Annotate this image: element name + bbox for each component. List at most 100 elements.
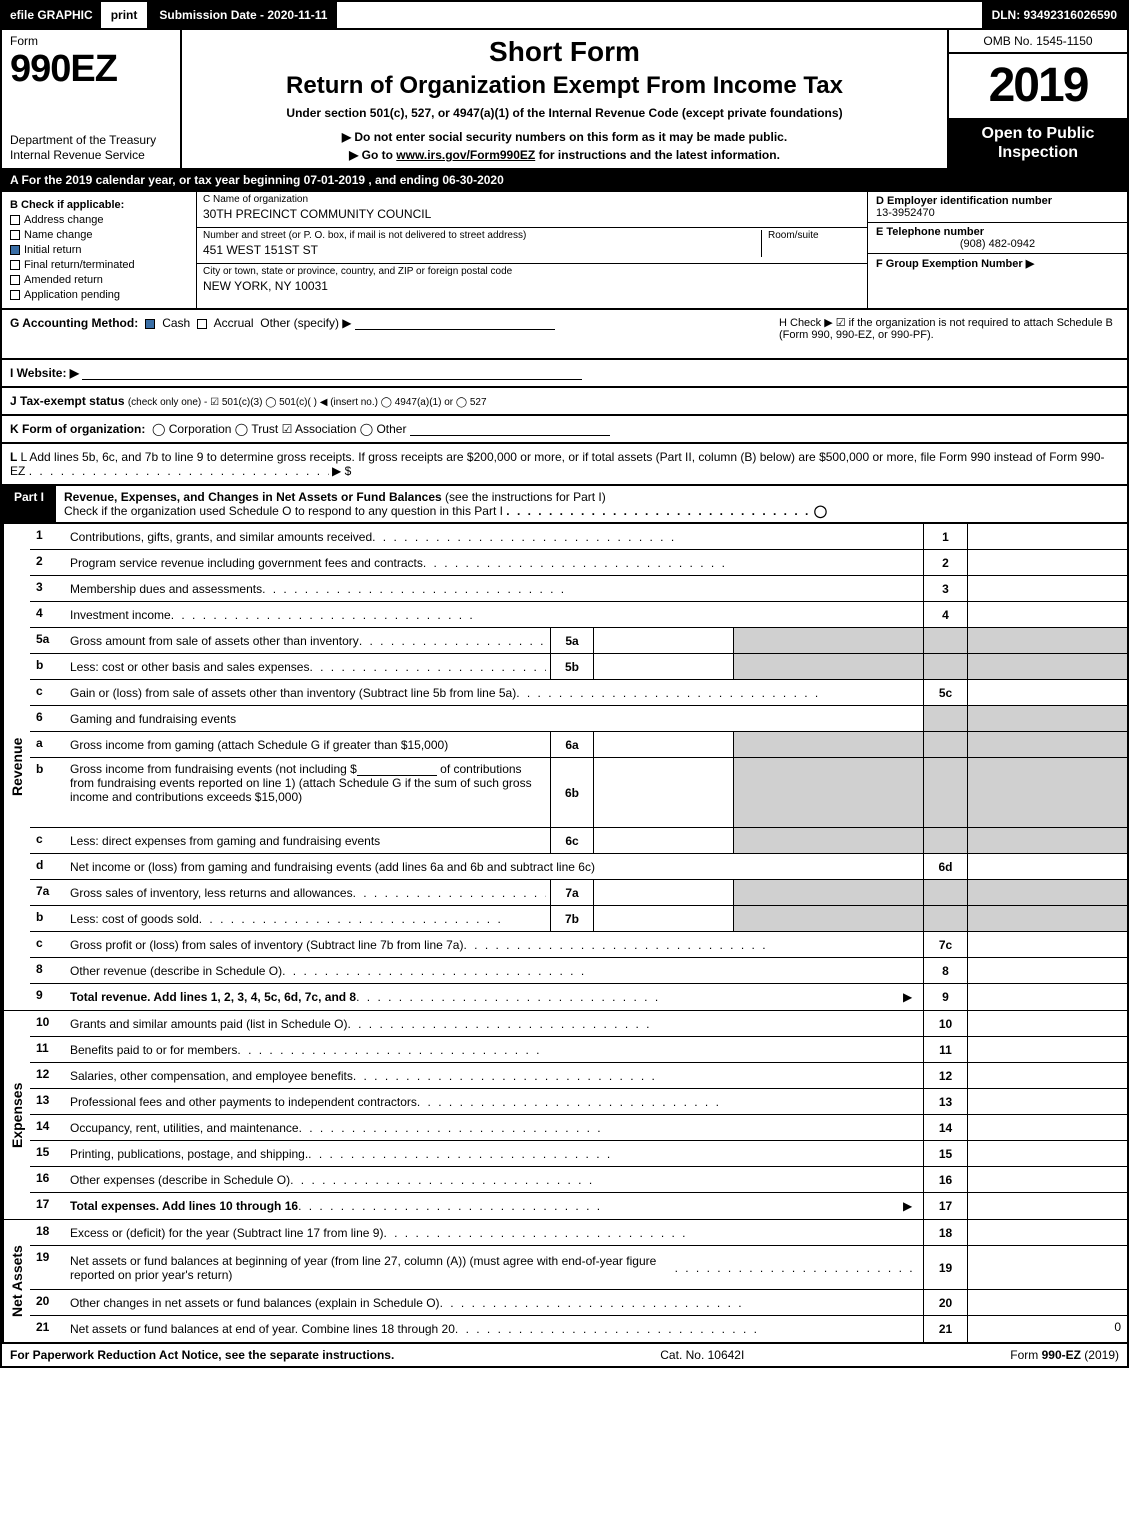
department-label: Department of the Treasury Internal Reve… — [10, 133, 172, 164]
check-amended-return[interactable]: Amended return — [10, 274, 188, 286]
g-cash: Cash — [162, 316, 190, 330]
line-6d: d Net income or (loss) from gaming and f… — [30, 854, 1127, 880]
line-21: 21Net assets or fund balances at end of … — [30, 1316, 1127, 1342]
form-lines: Revenue 1 Contributions, gifts, grants, … — [0, 524, 1129, 1344]
j-label: J Tax-exempt status — [10, 394, 125, 408]
part-i-title: Revenue, Expenses, and Changes in Net As… — [56, 486, 1127, 522]
line-6: 6 Gaming and fundraising events — [30, 706, 1127, 732]
footer-left: For Paperwork Reduction Act Notice, see … — [10, 1348, 394, 1362]
part-i-checkend: ◯ — [814, 504, 827, 518]
print-button[interactable]: print — [101, 2, 150, 28]
line-14: 14Occupancy, rent, utilities, and mainte… — [30, 1115, 1127, 1141]
b-label: B Check if applicable: — [10, 199, 188, 211]
do-not-enter-text: ▶ Do not enter social security numbers o… — [192, 130, 937, 144]
line-12: 12Salaries, other compensation, and empl… — [30, 1063, 1127, 1089]
street-label: Number and street (or P. O. box, if mail… — [203, 230, 761, 241]
f-group-cell: F Group Exemption Number ▶ — [868, 254, 1127, 308]
street-value: 451 WEST 151ST ST — [203, 243, 761, 257]
i-website-input[interactable] — [82, 366, 582, 380]
g-accrual-check[interactable] — [197, 319, 207, 329]
goto-link[interactable]: www.irs.gov/Form990EZ — [396, 148, 535, 162]
i-label: I Website: ▶ — [10, 366, 79, 380]
street-cell: Number and street (or P. O. box, if mail… — [197, 228, 867, 264]
line-1: 1 Contributions, gifts, grants, and simi… — [30, 524, 1127, 550]
line-5a: 5a Gross amount from sale of assets othe… — [30, 628, 1127, 654]
header-left: Form 990EZ Department of the Treasury In… — [2, 30, 182, 168]
room-label: Room/suite — [768, 230, 861, 241]
form-word: Form — [10, 34, 172, 48]
line-5b: b Less: cost or other basis and sales ex… — [30, 654, 1127, 680]
line-7b: b Less: cost of goods sold 7b — [30, 906, 1127, 932]
short-form-title: Short Form — [192, 36, 937, 68]
page-footer: For Paperwork Reduction Act Notice, see … — [0, 1344, 1129, 1368]
expenses-side-label: Expenses — [2, 1011, 30, 1219]
row-l: L L Add lines 5b, 6c, and 7b to line 9 t… — [0, 444, 1129, 486]
row-k: K Form of organization: ◯ Corporation ◯ … — [0, 416, 1129, 444]
revenue-side-label: Revenue — [2, 524, 30, 1010]
e-phone-cell: E Telephone number (908) 482-0942 — [868, 223, 1127, 254]
d-ein-value: 13-3952470 — [876, 207, 1119, 219]
line-10: 10Grants and similar amounts paid (list … — [30, 1011, 1127, 1037]
check-name-change[interactable]: Name change — [10, 229, 188, 241]
dln-label: DLN: 93492316026590 — [982, 2, 1127, 28]
revenue-lines: 1 Contributions, gifts, grants, and simi… — [30, 524, 1127, 1010]
h-text: H Check ▶ ☑ if the organization is not r… — [779, 316, 1119, 341]
header-center: Short Form Return of Organization Exempt… — [182, 30, 947, 168]
line-6b: b Gross income from fundraising events (… — [30, 758, 1127, 828]
e-phone-label: E Telephone number — [876, 226, 1119, 238]
row-g-h: G Accounting Method: Cash Accrual Other … — [0, 310, 1129, 360]
section-b-checks: B Check if applicable: Address change Na… — [2, 192, 197, 308]
form-header: Form 990EZ Department of the Treasury In… — [0, 28, 1129, 170]
line-3: 3 Membership dues and assessments 3 — [30, 576, 1127, 602]
check-application-pending[interactable]: Application pending — [10, 289, 188, 301]
city-cell: City or town, state or province, country… — [197, 264, 867, 299]
c-name-cell: C Name of organization 30TH PRECINCT COM… — [197, 192, 867, 228]
city-label: City or town, state or province, country… — [203, 266, 861, 277]
check-address-change[interactable]: Address change — [10, 214, 188, 226]
check-final-return[interactable]: Final return/terminated — [10, 259, 188, 271]
submission-date-label: Submission Date - 2020-11-11 — [149, 2, 337, 28]
footer-mid: Cat. No. 10642I — [660, 1348, 744, 1362]
open-to-public: Open to Public Inspection — [949, 118, 1127, 168]
line-13: 13Professional fees and other payments t… — [30, 1089, 1127, 1115]
k-other-input[interactable] — [410, 422, 610, 436]
check-initial-return[interactable]: Initial return — [10, 244, 188, 256]
c-name-label: C Name of organization — [203, 194, 861, 205]
line-11: 11Benefits paid to or for members 11 — [30, 1037, 1127, 1063]
k-label: K Form of organization: — [10, 422, 145, 436]
part-i-checkline: Check if the organization used Schedule … — [64, 504, 503, 518]
line-9: 9 Total revenue. Add lines 1, 2, 3, 4, 5… — [30, 984, 1127, 1010]
line-8: 8 Other revenue (describe in Schedule O)… — [30, 958, 1127, 984]
omb-number: OMB No. 1545-1150 — [949, 30, 1127, 54]
l-arrow: ▶ $ — [332, 464, 351, 478]
efile-graphic-label: efile GRAPHIC — [2, 2, 101, 28]
city-value: NEW YORK, NY 10031 — [203, 279, 861, 293]
g-cash-check[interactable] — [145, 319, 155, 329]
calendar-year-row: A For the 2019 calendar year, or tax yea… — [0, 170, 1129, 192]
line-15: 15Printing, publications, postage, and s… — [30, 1141, 1127, 1167]
line-7c: c Gross profit or (loss) from sales of i… — [30, 932, 1127, 958]
k-options: ◯ Corporation ◯ Trust ☑ Association ◯ Ot… — [152, 422, 406, 436]
row-i: I Website: ▶ — [0, 360, 1129, 388]
g-other: Other (specify) ▶ — [260, 316, 351, 330]
line-16: 16Other expenses (describe in Schedule O… — [30, 1167, 1127, 1193]
dept-line1: Department of the Treasury — [10, 133, 172, 149]
entity-block: B Check if applicable: Address change Na… — [0, 192, 1129, 310]
line-19: 19Net assets or fund balances at beginni… — [30, 1246, 1127, 1290]
goto-pre: ▶ Go to — [349, 148, 396, 162]
line-18: 18Excess or (deficit) for the year (Subt… — [30, 1220, 1127, 1246]
c-name-value: 30TH PRECINCT COMMUNITY COUNCIL — [203, 207, 861, 221]
part-i-pill: Part I — [2, 486, 56, 522]
line-5c: c Gain or (loss) from sale of assets oth… — [30, 680, 1127, 706]
topbar-spacer — [337, 2, 981, 28]
d-ein-label: D Employer identification number — [876, 195, 1119, 207]
g-accrual: Accrual — [214, 316, 254, 330]
return-of-title: Return of Organization Exempt From Incom… — [192, 72, 937, 100]
entity-right: D Employer identification number 13-3952… — [867, 192, 1127, 308]
tax-year: 2019 — [949, 54, 1127, 118]
footer-right: Form 990-EZ (2019) — [1010, 1348, 1119, 1362]
line-4: 4 Investment income 4 — [30, 602, 1127, 628]
dept-line2: Internal Revenue Service — [10, 148, 172, 164]
g-other-input[interactable] — [355, 316, 555, 330]
line-2: 2 Program service revenue including gove… — [30, 550, 1127, 576]
